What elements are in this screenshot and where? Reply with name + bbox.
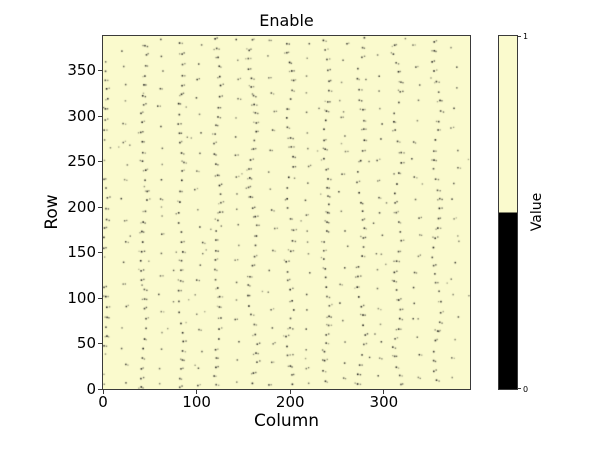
x-tick-mark [289, 390, 291, 394]
x-axis-label: Column [253, 411, 320, 431]
y-tick-label: 200 [67, 197, 96, 216]
colorbar-tick-label: 1 [523, 31, 529, 41]
y-tick-label: 150 [67, 243, 96, 262]
x-tick-label: 300 [369, 393, 399, 411]
x-tick-mark [196, 390, 198, 394]
y-tick-mark [98, 252, 102, 254]
colorbar [498, 35, 518, 390]
y-tick-label: 250 [67, 152, 96, 171]
y-tick-mark [98, 206, 102, 208]
colorbar-tick-mark [518, 35, 521, 37]
y-tick-mark [98, 388, 102, 390]
x-tick-label: 100 [182, 393, 211, 411]
y-tick-label: 350 [67, 61, 96, 80]
y-tick-label: 50 [76, 334, 96, 352]
y-tick-mark [98, 70, 102, 72]
y-tick-label: 100 [67, 288, 96, 307]
y-tick-label: 300 [67, 106, 96, 125]
plot-area [102, 35, 471, 390]
heatmap-canvas [103, 36, 470, 389]
colorbar-tick-label: 0 [523, 384, 529, 394]
plot-title: Enable [259, 11, 314, 30]
y-tick-mark [98, 161, 102, 163]
y-tick-mark [98, 343, 102, 344]
y-tick-mark [98, 297, 102, 299]
colorbar-tick-mark [518, 387, 521, 389]
x-tick-mark [383, 390, 385, 394]
x-tick-mark [102, 390, 104, 394]
y-tick-mark [98, 115, 102, 117]
y-tick-label: 0 [86, 379, 96, 398]
x-tick-label: 0 [98, 393, 108, 411]
colorbar-label: Value [529, 192, 545, 232]
x-tick-label: 200 [275, 393, 305, 411]
